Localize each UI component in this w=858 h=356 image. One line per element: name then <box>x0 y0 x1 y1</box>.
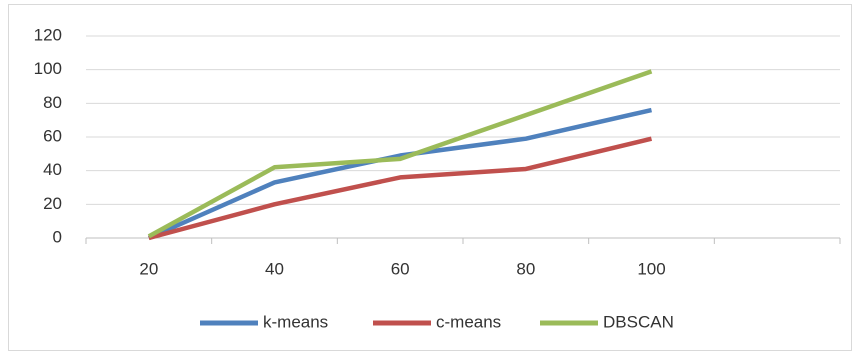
x-tick-label: 20 <box>139 259 158 278</box>
series-line <box>147 69 653 239</box>
y-tick-label: 120 <box>34 25 62 44</box>
y-tick-label: 20 <box>43 194 62 213</box>
x-tick-label: 100 <box>637 259 665 278</box>
legend-label: k-means <box>263 312 328 331</box>
legend-label: DBSCAN <box>603 312 674 331</box>
y-tick-label: 80 <box>43 93 62 112</box>
series-line <box>148 136 653 241</box>
series-line <box>147 107 652 241</box>
y-tick-label: 40 <box>43 160 62 179</box>
y-tick-label: 60 <box>43 126 62 145</box>
y-tick-label: 100 <box>34 59 62 78</box>
x-tick-label: 40 <box>265 259 284 278</box>
y-tick-label: 0 <box>53 227 62 246</box>
x-tick-label: 80 <box>516 259 535 278</box>
legend-label: c-means <box>436 312 501 331</box>
x-tick-label: 60 <box>391 259 410 278</box>
